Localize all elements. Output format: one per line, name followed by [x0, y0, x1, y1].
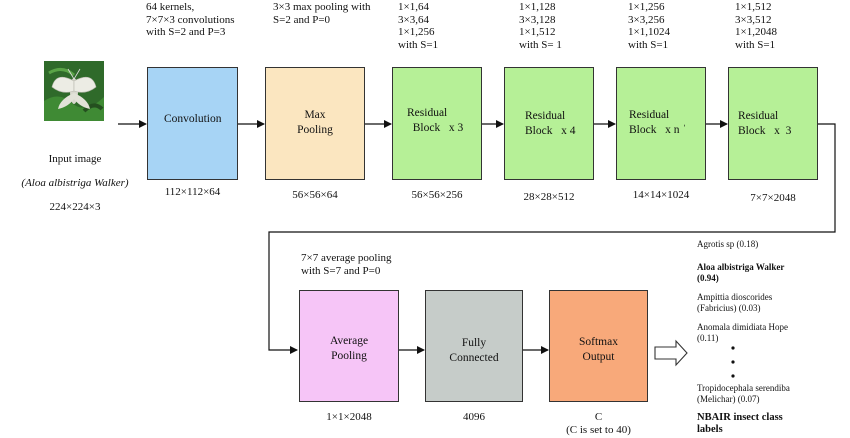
convolution-title: Convolution	[164, 113, 222, 125]
input-size: 224×224×3	[49, 201, 101, 213]
input-caption: Input image (Aloa albistriga Walker) 224…	[0, 141, 150, 225]
avg-pool-params: 7×7 average pooling with S=7 and P=0	[301, 252, 392, 277]
conv-params: 64 kernels, 7×7×3 convolutions with S=2 …	[146, 1, 235, 38]
class-label-item-top: Aloa albistriga Walker (0.94)	[697, 262, 785, 283]
class-labels-footer: NBAIR insect class labels	[697, 412, 783, 435]
softmax-output-size: C (C is set to 40)	[566, 411, 631, 436]
res3-params: 1×1,256 3×3,256 1×1,1024 with S=1	[628, 1, 670, 51]
softmax-output-title: Softmax Output	[579, 336, 618, 363]
pool-output: 56×56×64	[292, 189, 338, 201]
convolution-block: Convolution	[147, 67, 238, 180]
class-label-item: Agrotis sp (0.18)	[697, 239, 759, 249]
wrap-connector	[268, 123, 836, 354]
hollow-output-arrow-icon	[654, 339, 688, 367]
input-species: (Aloa albistriga Walker)	[21, 177, 129, 189]
residual-block-4: Residual Block x 3	[728, 67, 818, 180]
residual-block-3: Residual Block x n ˈ	[616, 67, 706, 180]
avg-output: 1×1×2048	[326, 411, 372, 423]
res4-output: 7×7×2048	[750, 192, 796, 204]
average-pooling-block: Average Pooling	[299, 290, 399, 402]
fc-output: 4096	[463, 411, 485, 423]
class-label-item: Tropidocephala serendiba (Melichar) (0.0…	[697, 383, 790, 404]
conv-output: 112×112×64	[164, 186, 221, 198]
fully-connected-block: Fully Connected	[425, 290, 523, 402]
input-label: Input image	[48, 153, 102, 165]
res4-params: 1×1,512 3×3,512 1×1,2048 with S=1	[735, 1, 777, 51]
residual-block-2: Residual Block x 4	[504, 67, 594, 180]
moth-photo-icon	[44, 61, 104, 121]
res1-params: 1×1,64 3×3,64 1×1,256 with S=1	[398, 1, 439, 51]
average-pooling-title: Average Pooling	[329, 335, 369, 362]
fully-connected-title: Fully Connected	[449, 337, 499, 364]
ellipsis-dots-icon	[731, 346, 735, 378]
residual-block-2-title: Residual Block x 4	[525, 110, 576, 137]
softmax-output-block: Softmax Output	[549, 290, 648, 402]
pool-params: 3×3 max pooling with S=2 and P=0	[273, 1, 371, 26]
residual-block-3-title: Residual Block x n ˈ	[629, 109, 687, 136]
res1-output: 56×56×256	[411, 189, 463, 201]
residual-block-1-title: Residual Block x 3	[407, 107, 464, 134]
res3-output: 14×14×1024	[632, 189, 690, 201]
max-pooling-title: Max Pooling	[297, 109, 333, 136]
residual-block-1: Residual Block x 3	[392, 67, 482, 180]
residual-block-4-title: Residual Block x 3	[738, 110, 792, 137]
class-label-item: Anomala dimidiata Hope (0.11)	[697, 322, 788, 343]
class-label-item: Ampittia dioscorides (Fabricius) (0.03)	[697, 292, 773, 313]
res2-output: 28×28×512	[523, 191, 575, 203]
max-pooling-block: Max Pooling	[265, 67, 365, 180]
res2-params: 1×1,128 3×3,128 1×1,512 with S= 1	[519, 1, 562, 51]
